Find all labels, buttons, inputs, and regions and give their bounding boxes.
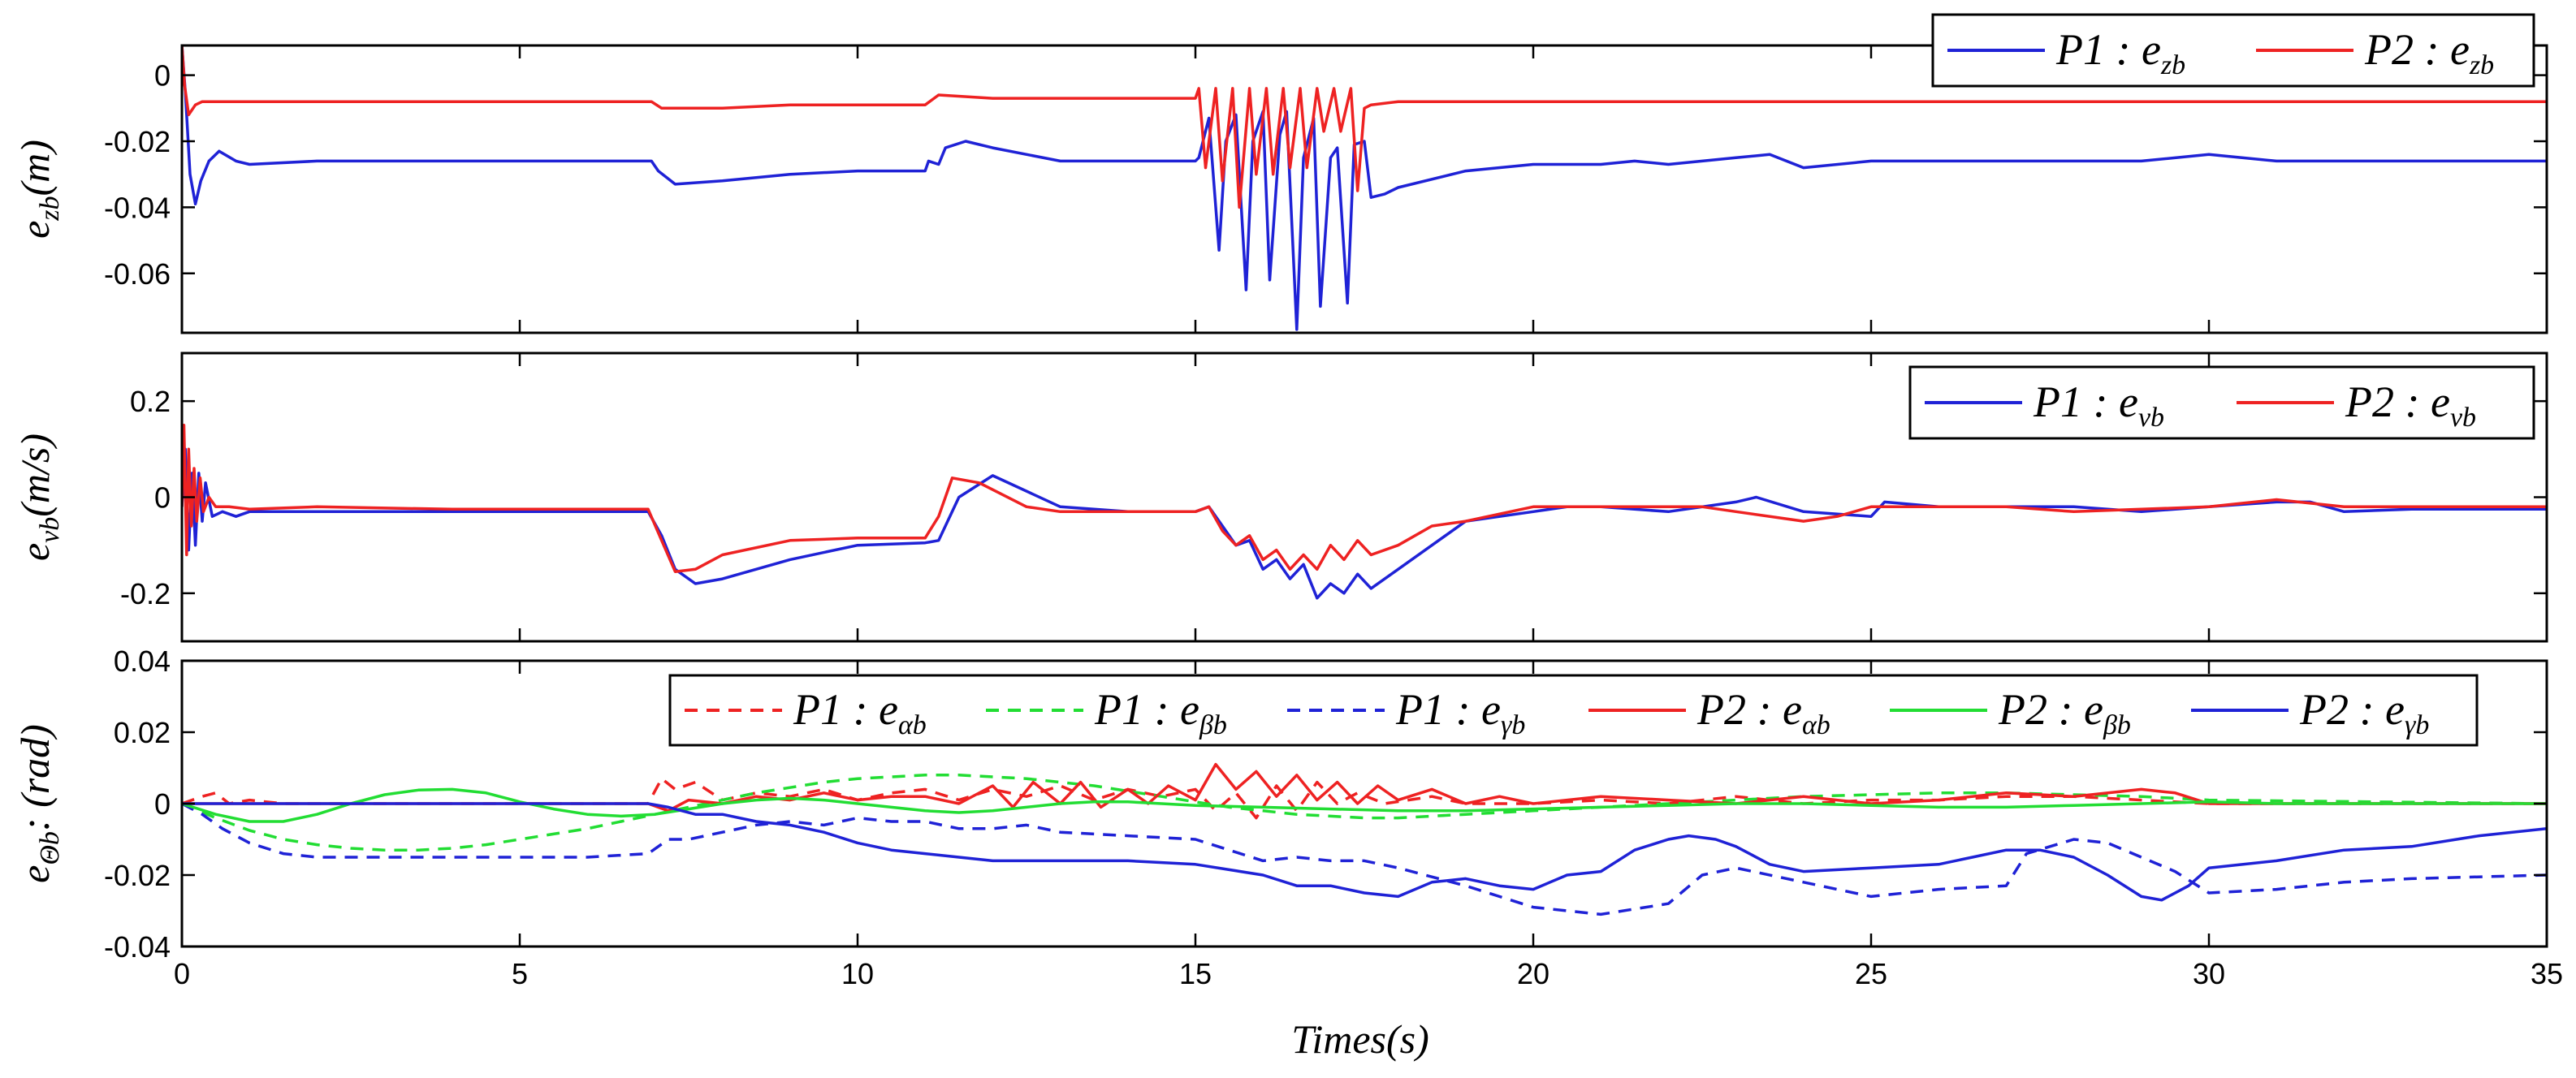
legend-label: P1 : ezb: [2055, 25, 2185, 80]
x-tick-label: 35: [2531, 957, 2563, 990]
y-tick-label: -0.2: [120, 577, 171, 610]
panel-2: 0.2 0 -0.2 evb(m/s) P1 : evb P2 : evb: [12, 351, 2548, 643]
y-tick-label: 0.02: [114, 716, 171, 749]
series-line-1: [182, 447, 2547, 600]
panel-3: 0 5 10 15 20 25 30 35 0.04 0.02 0 -0.02 -0.04 eΘb: (r…: [12, 645, 2563, 990]
y-axis-label: ezb(m): [12, 140, 65, 239]
x-tick-label: 20: [1517, 957, 1549, 990]
series-line-6: [182, 802, 2547, 902]
y-tick-label: 0: [154, 481, 171, 515]
legend-label: P2 : evb: [2345, 377, 2476, 433]
legend-label: P1 : eαb: [793, 685, 927, 740]
series-line-2: [182, 424, 2547, 573]
series-line-2: [182, 774, 2547, 852]
legend: P1 : eαb P1 : eβb P1 : eγb P2 : eαb P2 : eβb…: [668, 674, 2479, 747]
series-line-5: [182, 787, 2547, 823]
x-axis-label: Times(s): [1291, 1016, 1428, 1062]
y-tick-label: -0.04: [104, 191, 171, 224]
legend: P1 : ezb P2 : ezb: [1931, 13, 2535, 88]
legend-label: P2 : eβb: [1998, 685, 2131, 740]
x-tick-label: 25: [1855, 957, 1887, 990]
legend-label: P1 : eγb: [1395, 685, 1525, 740]
legend-label: P2 : eαb: [1696, 685, 1830, 740]
y-tick-label: -0.02: [104, 859, 171, 892]
y-tick-label: -0.04: [104, 930, 171, 964]
y-tick-label: 0.2: [130, 385, 171, 418]
legend-label: P2 : eγb: [2299, 685, 2429, 740]
legend: P1 : evb P2 : evb: [1908, 365, 2535, 440]
x-tick-label: 5: [512, 957, 528, 990]
x-tick-label: 0: [174, 957, 190, 990]
series-line-1: [182, 45, 2547, 331]
legend-label: P2 : ezb: [2364, 25, 2494, 80]
x-tick-label: 30: [2193, 957, 2225, 990]
x-tick-label: 10: [841, 957, 874, 990]
series-line-3: [182, 802, 2547, 916]
y-tick-label: 0.04: [114, 645, 171, 678]
series-line-2: [182, 45, 2547, 209]
legend-label: P1 : eβb: [1094, 685, 1227, 740]
panel-1: 0 -0.02 -0.04 -0.06 ezb(m) P1 : ezb P2 : ezb: [12, 13, 2548, 334]
legend-label: P1 : evb: [2033, 377, 2164, 433]
y-tick-label: 0: [154, 787, 171, 821]
y-axis-label: eΘb: (rad): [12, 724, 65, 883]
x-tick-label: 15: [1179, 957, 1212, 990]
y-tick-label: -0.06: [104, 257, 171, 291]
y-axis-label: evb(m/s): [12, 433, 65, 561]
y-tick-label: 0: [154, 59, 171, 93]
y-tick-label: -0.02: [104, 125, 171, 158]
axes-box: [180, 44, 2548, 334]
